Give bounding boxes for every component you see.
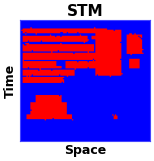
Y-axis label: Time: Time bbox=[4, 64, 17, 98]
Title: STM: STM bbox=[67, 4, 103, 19]
X-axis label: Space: Space bbox=[64, 144, 106, 157]
